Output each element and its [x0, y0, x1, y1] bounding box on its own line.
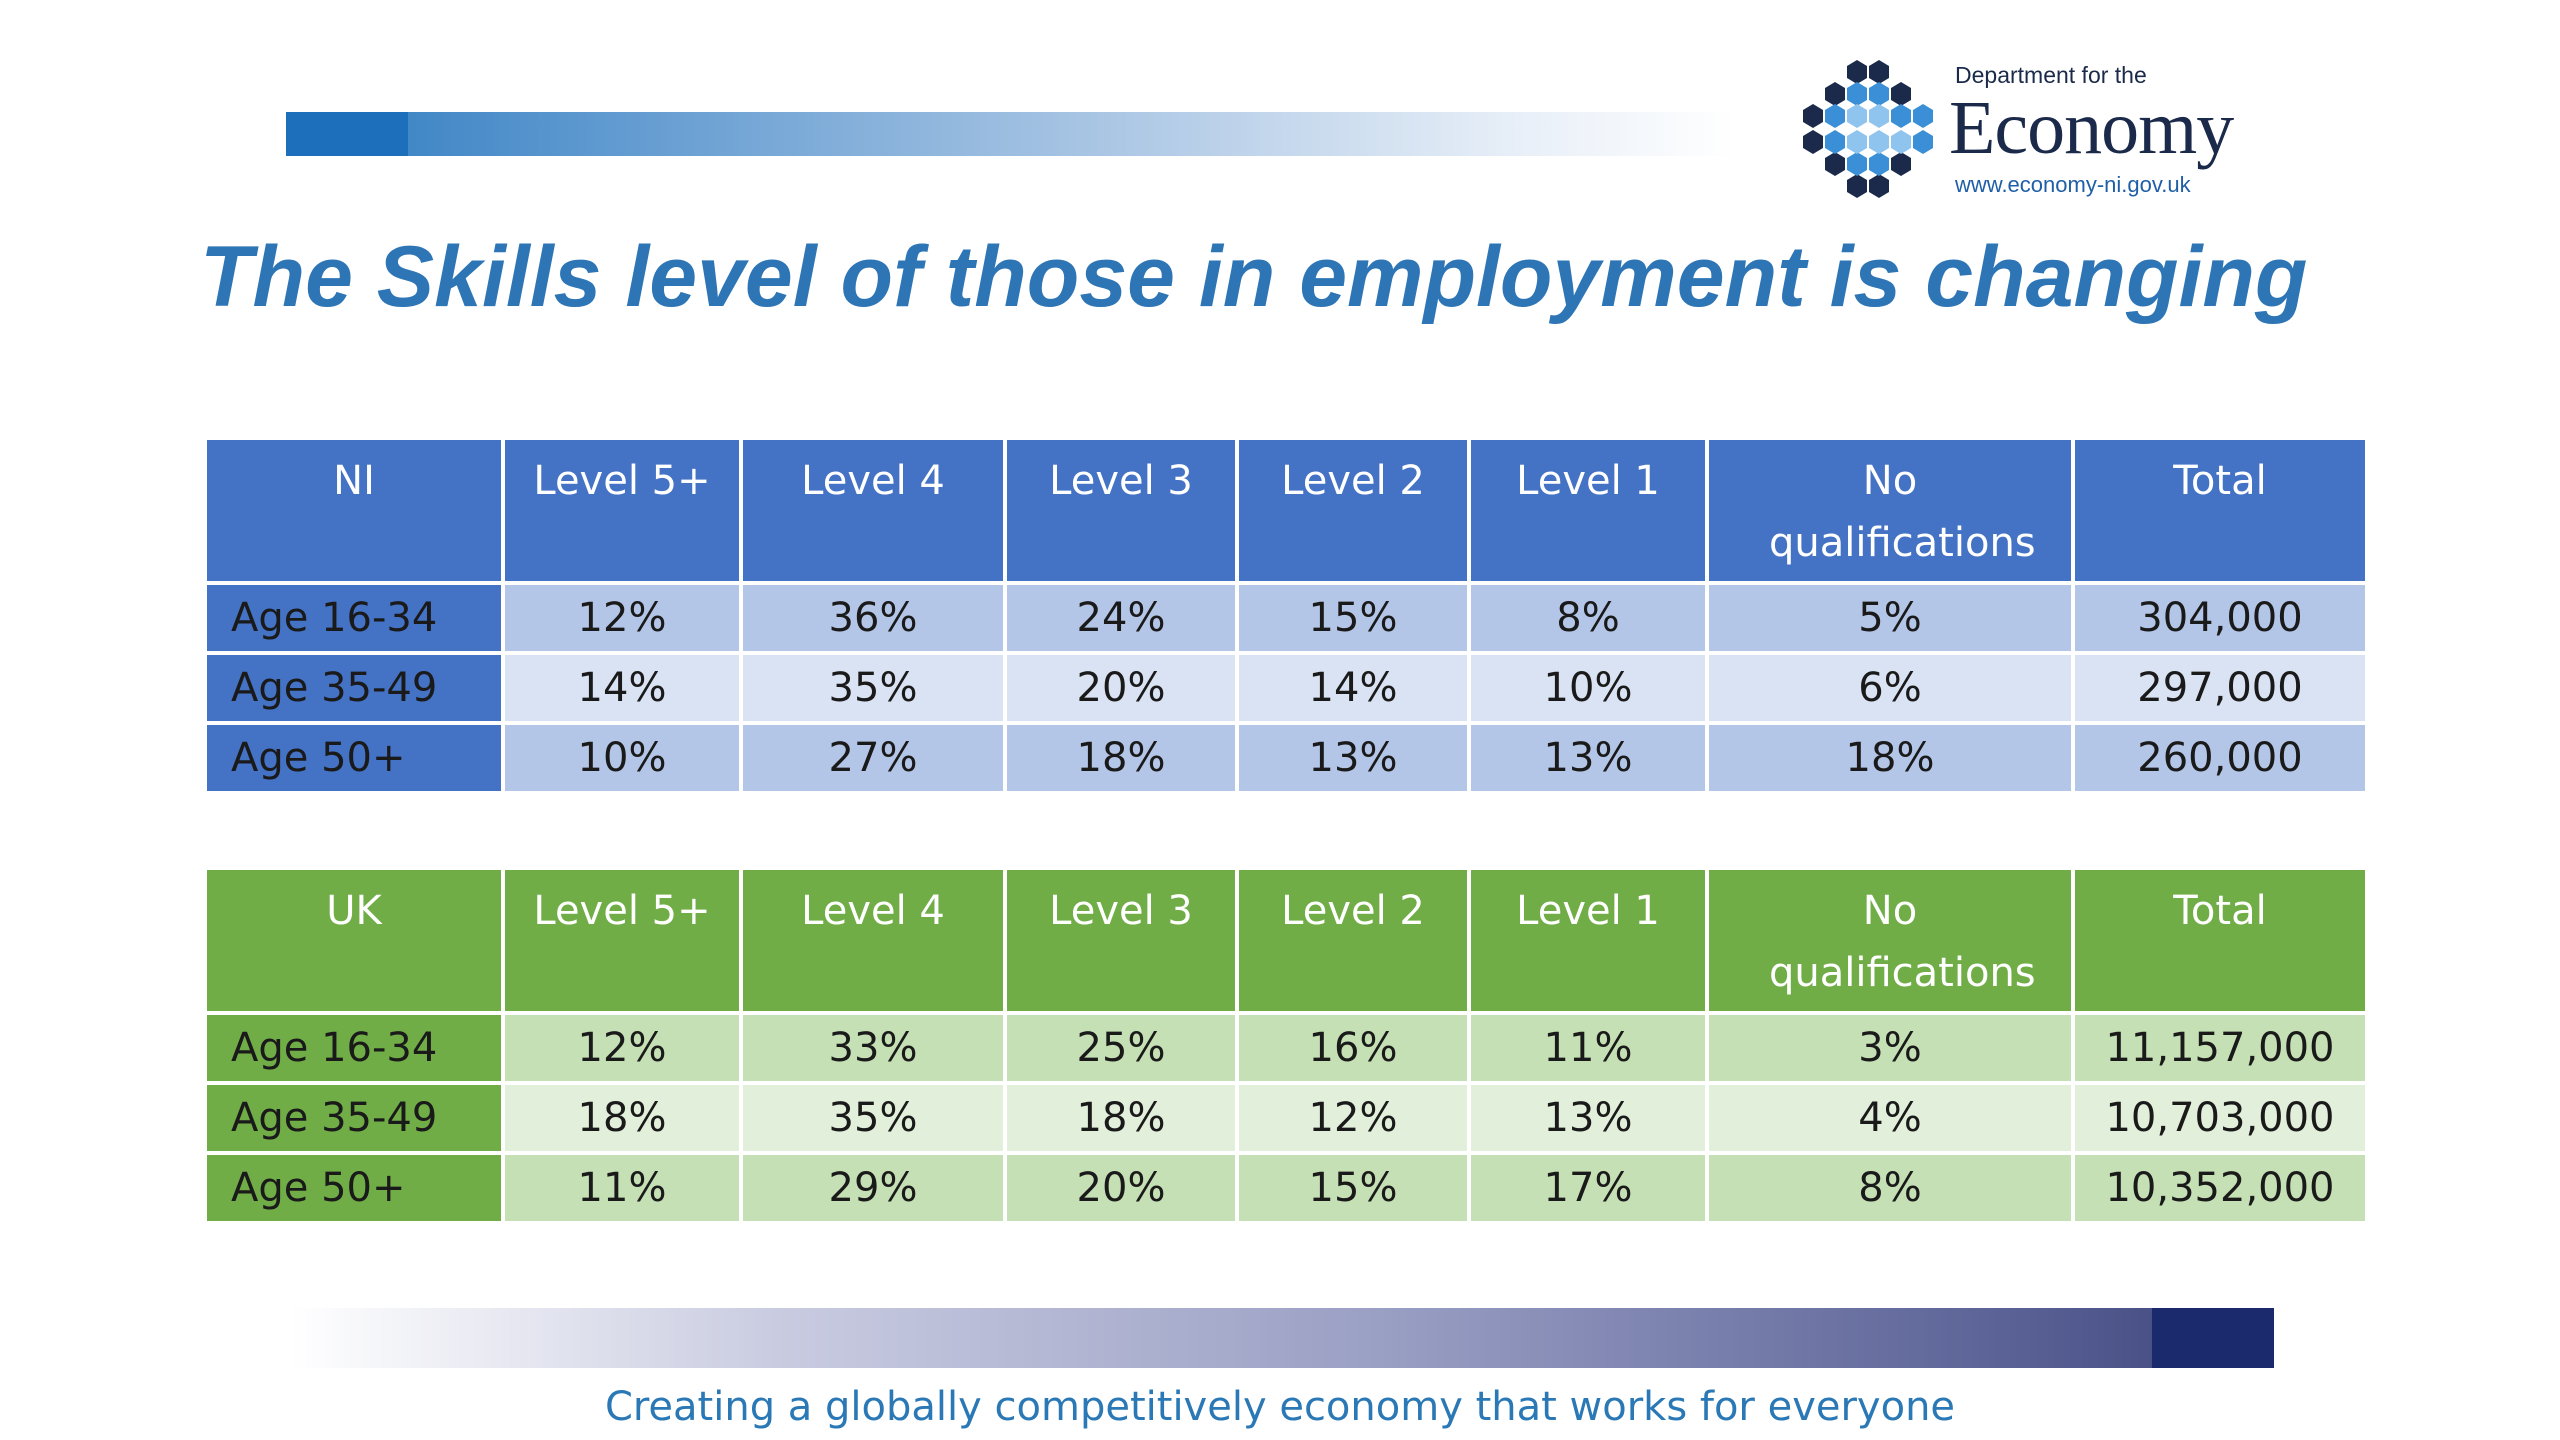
logo-name-text: Economy — [1949, 86, 2234, 170]
table-cell: 35% — [743, 655, 1003, 721]
header-total: Total — [2075, 440, 2365, 581]
header-level-4: Level 4 — [743, 440, 1003, 581]
header-level-5: Level 5+ — [505, 440, 739, 581]
table-cell: 15% — [1239, 585, 1467, 651]
table-row: Age 16-34 12% 33% 25% 16% 11% 3% 11,157,… — [207, 1015, 2365, 1081]
bottom-bar-accent-block — [2152, 1308, 2274, 1368]
table-cell: 3% — [1709, 1015, 2071, 1081]
ni-skills-table: NI Level 5+ Level 4 Level 3 Level 2 Leve… — [203, 436, 2369, 795]
table-cell: 11,157,000 — [2075, 1015, 2365, 1081]
table-cell: 36% — [743, 585, 1003, 651]
table-cell: 10,352,000 — [2075, 1155, 2365, 1221]
table-row: Age 35-49 18% 35% 18% 12% 13% 4% 10,703,… — [207, 1085, 2365, 1151]
hexagon-cluster-icon — [1803, 60, 1933, 198]
table-cell: 18% — [1007, 725, 1235, 791]
table-cell: 12% — [505, 1015, 739, 1081]
table-cell: 11% — [1471, 1015, 1705, 1081]
table-cell: 10,703,000 — [2075, 1085, 2365, 1151]
table-cell: 10% — [1471, 655, 1705, 721]
table-row: Age 16-34 12% 36% 24% 15% 8% 5% 304,000 — [207, 585, 2365, 651]
table-cell: 18% — [505, 1085, 739, 1151]
table-cell: 13% — [1239, 725, 1467, 791]
table-cell: 16% — [1239, 1015, 1467, 1081]
header-total: Total — [2075, 870, 2365, 1011]
table-cell: 25% — [1007, 1015, 1235, 1081]
table-cell: 18% — [1007, 1085, 1235, 1151]
table-cell: 12% — [505, 585, 739, 651]
header-level-2: Level 2 — [1239, 440, 1467, 581]
table-cell: 5% — [1709, 585, 2071, 651]
department-logo: Department for the Economy www.economy-n… — [1795, 58, 2255, 208]
logo-department-text: Department for the — [1955, 62, 2147, 88]
table-cell: 13% — [1471, 725, 1705, 791]
header-region: UK — [207, 870, 501, 1011]
row-label: Age 50+ — [207, 1155, 501, 1221]
table-row: Age 50+ 11% 29% 20% 15% 17% 8% 10,352,00… — [207, 1155, 2365, 1221]
table-row: Age 50+ 10% 27% 18% 13% 13% 18% 260,000 — [207, 725, 2365, 791]
header-no-qualifications: No qualifications — [1709, 440, 2071, 581]
table-cell: 14% — [505, 655, 739, 721]
table-cell: 24% — [1007, 585, 1235, 651]
table-cell: 35% — [743, 1085, 1003, 1151]
table-cell: 29% — [743, 1155, 1003, 1221]
slide-title: The Skills level of those in employment … — [200, 229, 2308, 325]
table-header-row: NI Level 5+ Level 4 Level 3 Level 2 Leve… — [207, 440, 2365, 581]
row-label: Age 35-49 — [207, 1085, 501, 1151]
table-cell: 27% — [743, 725, 1003, 791]
header-region: NI — [207, 440, 501, 581]
table-cell: 304,000 — [2075, 585, 2365, 651]
table-cell: 11% — [505, 1155, 739, 1221]
header-level-1: Level 1 — [1471, 870, 1705, 1011]
row-label: Age 50+ — [207, 725, 501, 791]
table-cell: 260,000 — [2075, 725, 2365, 791]
table-cell: 8% — [1709, 1155, 2071, 1221]
table-cell: 13% — [1471, 1085, 1705, 1151]
logo-url-text: www.economy-ni.gov.uk — [1955, 172, 2191, 197]
header-no-qualifications: No qualifications — [1709, 870, 2071, 1011]
table-row: Age 35-49 14% 35% 20% 14% 10% 6% 297,000 — [207, 655, 2365, 721]
table-cell: 10% — [505, 725, 739, 791]
top-decorative-bar — [286, 112, 1736, 156]
table-cell: 8% — [1471, 585, 1705, 651]
table-cell: 20% — [1007, 655, 1235, 721]
row-label: Age 35-49 — [207, 655, 501, 721]
header-level-2: Level 2 — [1239, 870, 1467, 1011]
table-cell: 33% — [743, 1015, 1003, 1081]
table-cell: 20% — [1007, 1155, 1235, 1221]
header-level-5: Level 5+ — [505, 870, 739, 1011]
header-level-3: Level 3 — [1007, 870, 1235, 1011]
table-cell: 18% — [1709, 725, 2071, 791]
table-cell: 14% — [1239, 655, 1467, 721]
table-cell: 12% — [1239, 1085, 1467, 1151]
row-label: Age 16-34 — [207, 1015, 501, 1081]
table-cell: 17% — [1471, 1155, 1705, 1221]
header-level-3: Level 3 — [1007, 440, 1235, 581]
bottom-decorative-bar — [290, 1308, 2272, 1368]
table-cell: 6% — [1709, 655, 2071, 721]
top-bar-accent-block — [286, 112, 408, 156]
table-cell: 4% — [1709, 1085, 2071, 1151]
footer-tagline: Creating a globally competitively econom… — [604, 1384, 1956, 1430]
table-cell: 297,000 — [2075, 655, 2365, 721]
header-level-1: Level 1 — [1471, 440, 1705, 581]
header-level-4: Level 4 — [743, 870, 1003, 1011]
uk-skills-table: UK Level 5+ Level 4 Level 3 Level 2 Leve… — [203, 866, 2369, 1225]
table-header-row: UK Level 5+ Level 4 Level 3 Level 2 Leve… — [207, 870, 2365, 1011]
row-label: Age 16-34 — [207, 585, 501, 651]
table-cell: 15% — [1239, 1155, 1467, 1221]
